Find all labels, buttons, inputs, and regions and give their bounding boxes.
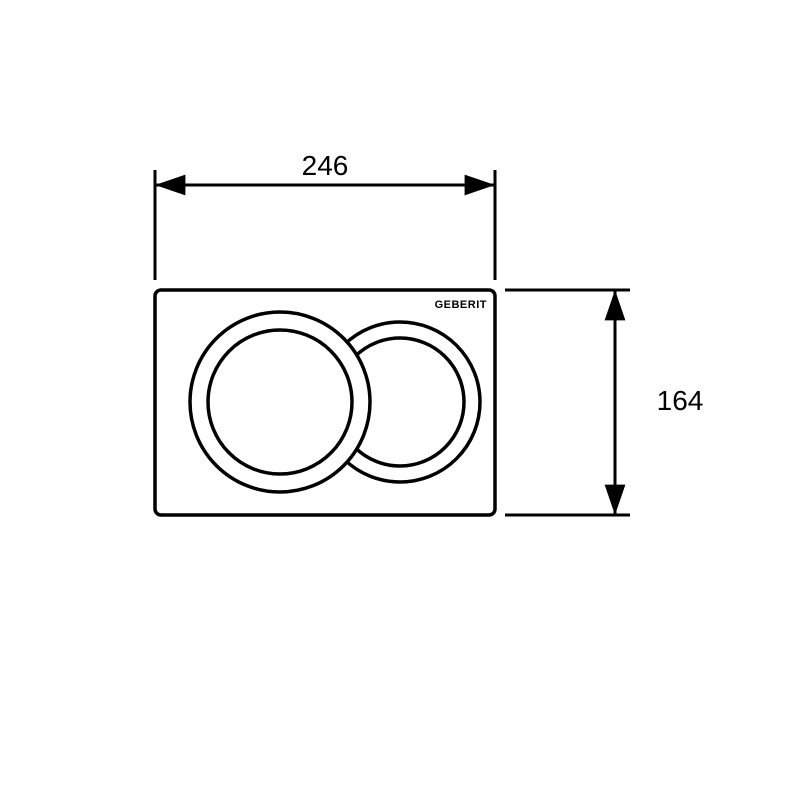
dim-width-label: 246: [302, 150, 349, 181]
brand-label: GEBERIT: [435, 299, 487, 311]
dim-height-label: 164: [657, 385, 704, 416]
dim-height-arrow-bottom: [605, 485, 626, 515]
dim-width-arrow-right: [465, 175, 495, 196]
left-button-inner: [208, 330, 352, 474]
dim-width-arrow-left: [155, 175, 185, 196]
technical-diagram: GEBERIT 246 164: [0, 0, 800, 800]
dim-height-arrow-top: [605, 290, 626, 320]
